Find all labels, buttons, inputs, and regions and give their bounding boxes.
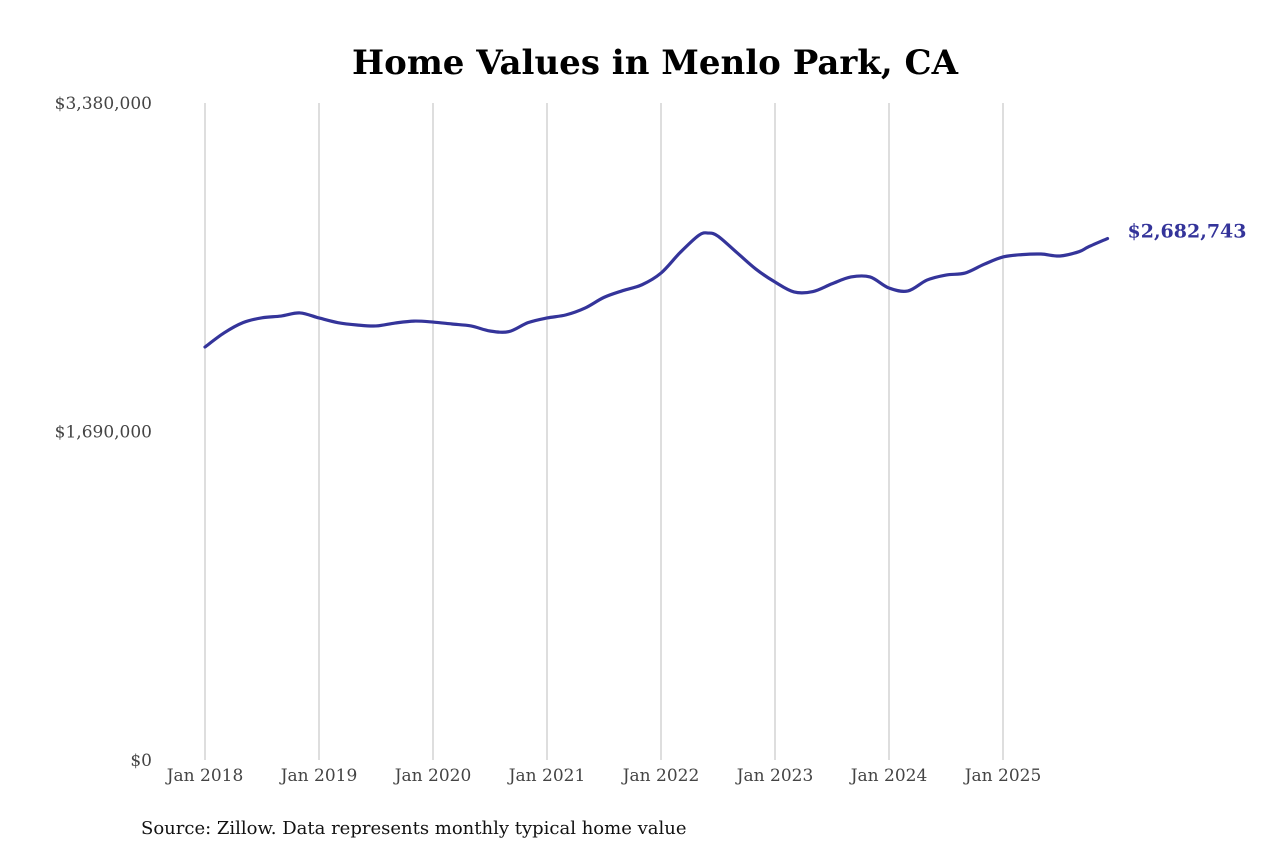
x-tick-label: Jan 2021: [507, 766, 586, 786]
x-tick-label: Jan 2023: [735, 766, 814, 786]
y-tick-label: $0: [130, 751, 152, 771]
x-tick-label: Jan 2020: [393, 766, 472, 786]
y-tick-label: $1,690,000: [55, 423, 152, 443]
y-tick-label: $3,380,000: [55, 94, 152, 114]
x-tick-label: Jan 2019: [279, 766, 358, 786]
series-line: [203, 231, 1110, 349]
source-note: Source: Zillow. Data represents monthly …: [141, 818, 687, 839]
x-tick-label: Jan 2022: [621, 766, 700, 786]
x-tick-label: Jan 2025: [963, 766, 1042, 786]
x-tick-label: Jan 2024: [849, 766, 928, 786]
x-tick-label: Jan 2018: [165, 766, 244, 786]
end-value-label: $2,682,743: [1128, 221, 1247, 243]
chart-title: Home Values in Menlo Park, CA: [352, 43, 959, 83]
